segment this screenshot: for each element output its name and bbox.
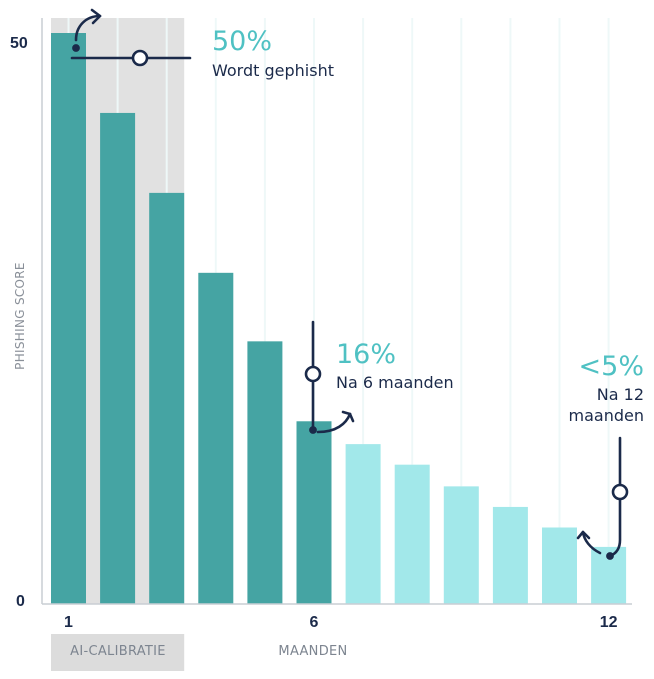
bar-month-8	[394, 464, 430, 604]
annotation-16-text: Na 6 maanden	[336, 373, 454, 392]
y-tick-label: 50	[10, 35, 28, 52]
connector-dot	[309, 426, 317, 434]
curved-arrow-icon	[74, 14, 102, 42]
arrow-head-icon	[90, 8, 102, 25]
bar-month-3	[149, 192, 185, 604]
bar-month-5	[247, 341, 283, 604]
bar-month-9	[443, 486, 479, 604]
bar-month-1	[51, 33, 86, 604]
arrow-head-icon	[576, 530, 591, 540]
bar-month-6	[296, 421, 332, 604]
arrow-head-icon	[341, 410, 355, 423]
bar-month-7	[345, 444, 381, 604]
bar-guides	[67, 18, 610, 547]
x-tick-label: 12	[600, 614, 618, 631]
connector-dot	[606, 552, 614, 560]
bar-month-11	[542, 527, 577, 604]
ai-calibration-label-bg	[51, 634, 185, 671]
annotation-16-value: 16%	[336, 339, 396, 370]
connector-ring	[611, 483, 629, 501]
x-tick-label: 1	[64, 614, 73, 631]
annotation-50-value: 50%	[212, 26, 272, 57]
x-tick-label: 6	[310, 614, 319, 631]
connector-ring	[304, 365, 322, 383]
y-axis-title: PHISHING SCORE	[13, 262, 27, 370]
curved-arrow-icon	[316, 412, 352, 434]
x-ticks: 1 6 12	[64, 614, 618, 631]
annotation-connectors	[70, 8, 629, 560]
annotation-5-text-line1: Na 12	[597, 385, 644, 404]
ai-calibration-label: AI-CALIBRATIE	[70, 644, 166, 659]
annotation-5-value: <5%	[579, 351, 644, 382]
connector-ring	[131, 49, 149, 67]
months-label: MAANDEN	[278, 644, 347, 659]
y-tick-label: 0	[16, 593, 25, 610]
annotation-5-text-line2: maanden	[569, 406, 644, 425]
annotation-50-text: Wordt gephisht	[212, 61, 334, 80]
bar-month-4	[198, 272, 234, 604]
bars	[51, 33, 627, 604]
bar-month-10	[492, 506, 528, 604]
bar-month-2	[100, 112, 136, 604]
connector-dot	[72, 44, 80, 52]
